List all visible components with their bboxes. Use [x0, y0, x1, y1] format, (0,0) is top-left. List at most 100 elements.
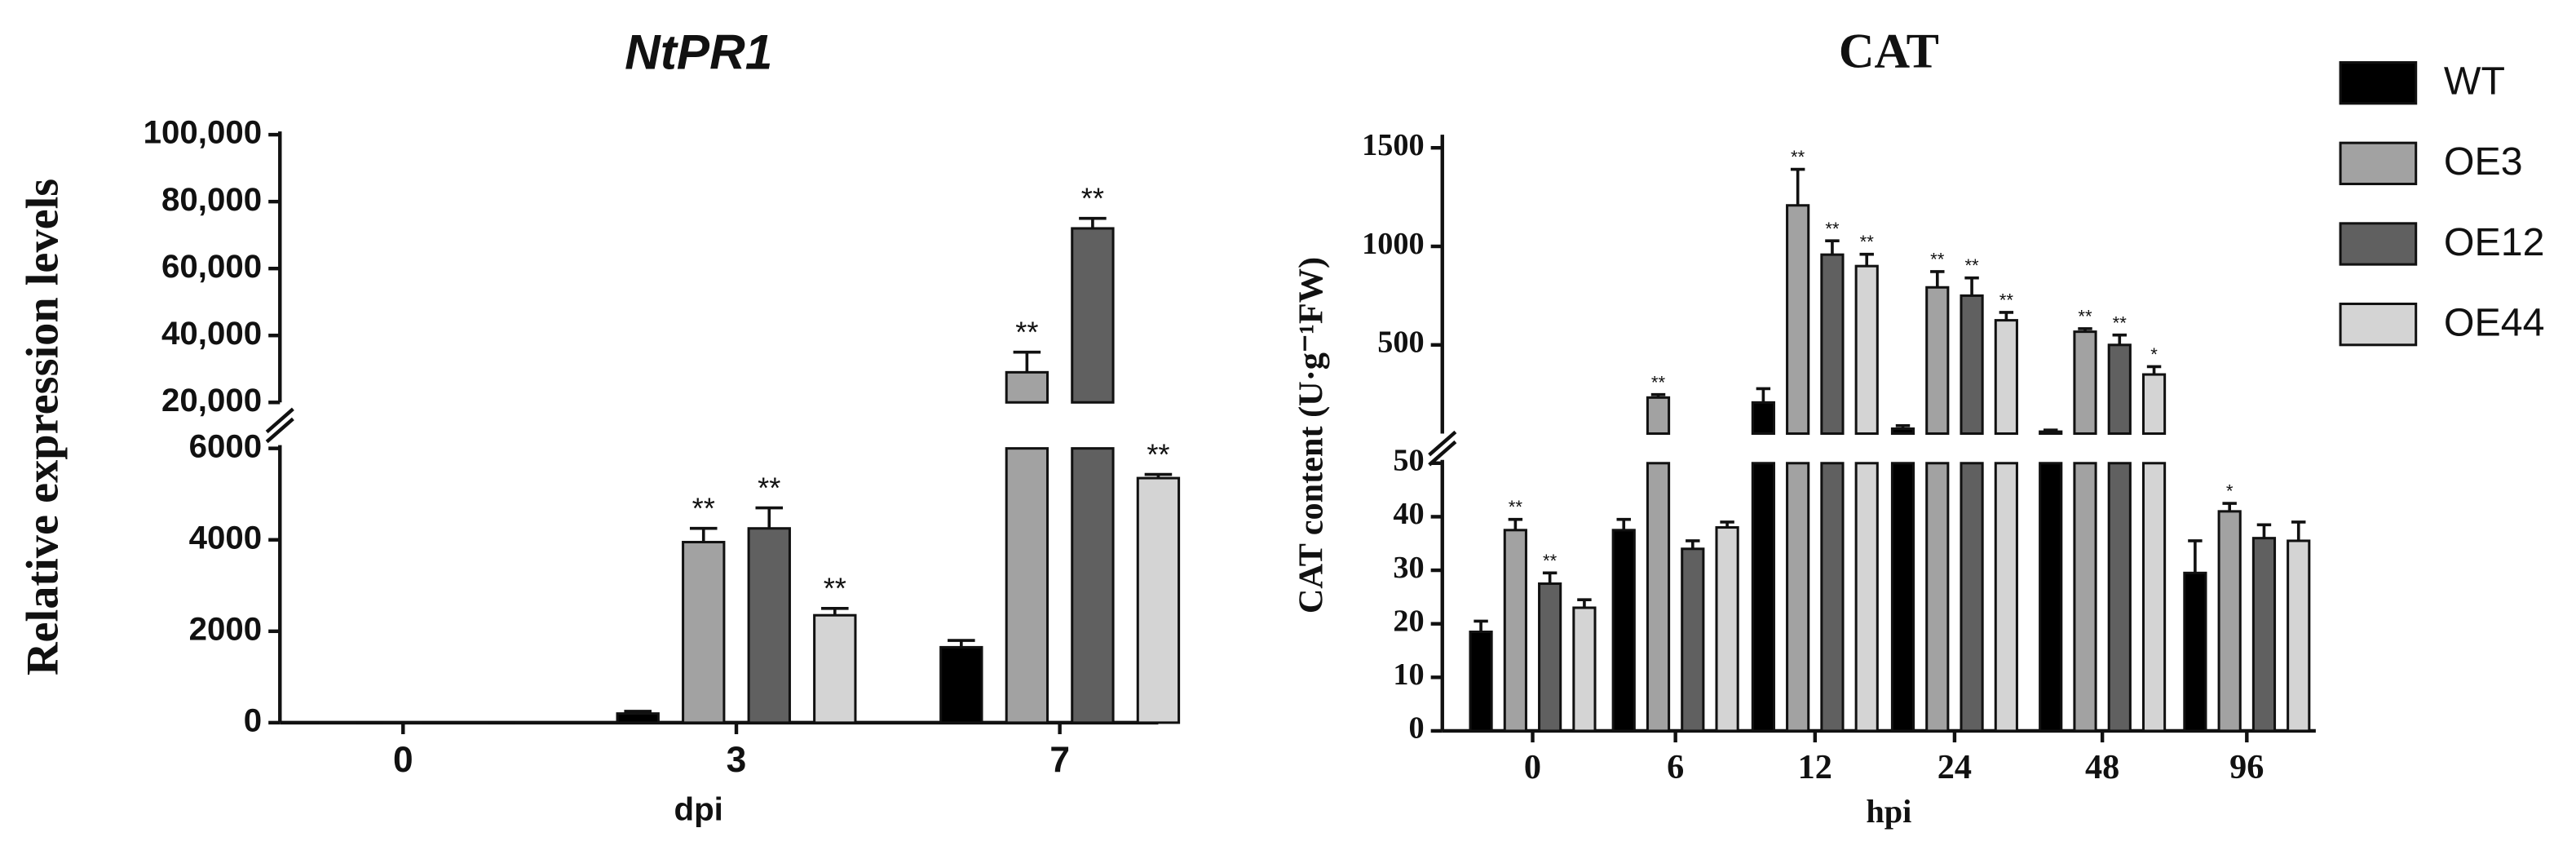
bar: [1715, 526, 1739, 733]
significance-label: **: [2113, 312, 2128, 333]
bar: [2073, 462, 2097, 733]
x-tick-label: 6: [1667, 748, 1684, 786]
significance-label: *: [2226, 481, 2234, 502]
bar: [1469, 631, 1493, 733]
y-tick-label: 100,000: [144, 114, 263, 151]
bar: [1751, 401, 1775, 436]
x-axis-label: dpi: [674, 790, 723, 827]
bar: [2107, 343, 2132, 436]
bar: [1538, 582, 1562, 733]
legend-label: WT: [2444, 59, 2505, 103]
x-tick-label: 3: [727, 740, 747, 780]
bar: [1890, 427, 1915, 436]
bar: [1820, 462, 1845, 733]
bar: [1960, 462, 1984, 733]
legend-swatch: [2339, 222, 2418, 266]
y-tick-label: 1500: [1362, 128, 1425, 162]
legend-label: OE3: [2444, 139, 2523, 184]
bar: [2141, 373, 2167, 436]
bar: [2183, 571, 2207, 733]
bar: [682, 541, 726, 724]
y-tick-label: 20,000: [161, 382, 262, 418]
significance-label: **: [1999, 290, 2014, 311]
bar: [1994, 319, 2018, 436]
bar: [1854, 264, 1879, 436]
y-axis-label: Relative expression levels: [17, 179, 68, 675]
y-tick-label: 80,000: [161, 181, 262, 218]
bar: [1611, 529, 1636, 733]
bar: [1136, 476, 1181, 724]
bar: [616, 712, 660, 724]
y-tick-label: 40,000: [161, 315, 262, 352]
significance-label: **: [1543, 551, 1558, 571]
chart-title: CAT: [1839, 24, 1939, 78]
legend-swatch: [2339, 302, 2418, 347]
y-tick-label: 0: [1408, 711, 1424, 746]
significance-label: **: [824, 572, 846, 605]
bar: [1854, 462, 1879, 733]
significance-label: **: [1015, 316, 1038, 349]
significance-label: **: [1860, 232, 1875, 252]
axis-break: [1428, 430, 1457, 457]
axis-break: [265, 417, 294, 444]
bar: [1786, 204, 1810, 436]
x-tick-label: 96: [2229, 748, 2264, 786]
bar: [1071, 447, 1115, 724]
y-tick-label: 10: [1393, 658, 1424, 692]
y-tick-label: 2000: [189, 610, 263, 647]
significance-label: **: [1930, 249, 1945, 269]
bar: [1786, 462, 1810, 733]
significance-label: **: [758, 471, 780, 504]
bar: [1071, 227, 1115, 404]
significance-label: **: [1081, 181, 1104, 215]
bar: [1925, 286, 1950, 436]
bar: [1503, 529, 1527, 733]
legend-swatch: [2339, 141, 2418, 186]
y-tick-label: 1000: [1362, 227, 1425, 261]
x-tick-label: 24: [1938, 748, 1972, 786]
bar: [1960, 294, 1984, 436]
significance-label: **: [1509, 497, 1523, 517]
significance-label: **: [1651, 372, 1666, 392]
bar: [1925, 462, 1950, 733]
bar: [2073, 330, 2097, 436]
legend-label: OE44: [2444, 300, 2545, 344]
x-tick-label: 0: [1524, 748, 1541, 786]
bar: [1005, 447, 1049, 724]
significance-label: **: [1964, 255, 1979, 276]
x-tick-label: 48: [2085, 748, 2119, 786]
x-tick-label: 7: [1049, 740, 1070, 780]
y-tick-label: 0: [244, 702, 262, 739]
y-tick-label: 500: [1377, 325, 1424, 360]
bar: [1572, 606, 1597, 733]
bar: [2039, 462, 2063, 733]
bar: [1681, 547, 1705, 733]
significance-label: *: [2150, 344, 2158, 365]
significance-label: **: [1791, 147, 1805, 167]
x-tick-label: 0: [393, 740, 413, 780]
x-axis-label: hpi: [1866, 793, 1911, 830]
y-tick-label: 50: [1393, 444, 1424, 478]
legend-label: OE12: [2444, 220, 2545, 264]
x-tick-label: 12: [1798, 748, 1832, 786]
y-tick-label: 6000: [189, 427, 263, 464]
bar: [1005, 370, 1049, 404]
significance-label: **: [1825, 219, 1840, 239]
bar: [747, 527, 791, 724]
chart-title: NtPR1: [625, 24, 772, 79]
bar: [2141, 462, 2167, 733]
significance-label: **: [2078, 307, 2092, 327]
bar: [2217, 510, 2242, 733]
axis-break: [1428, 440, 1457, 467]
significance-label: **: [692, 492, 715, 525]
bar: [813, 613, 857, 724]
bar: [1646, 396, 1671, 436]
y-tick-label: 20: [1393, 604, 1424, 638]
significance-label: **: [1147, 437, 1169, 471]
bar: [939, 645, 983, 724]
bar: [1646, 462, 1671, 733]
y-tick-label: 40: [1393, 497, 1424, 531]
y-tick-label: 60,000: [161, 248, 262, 285]
